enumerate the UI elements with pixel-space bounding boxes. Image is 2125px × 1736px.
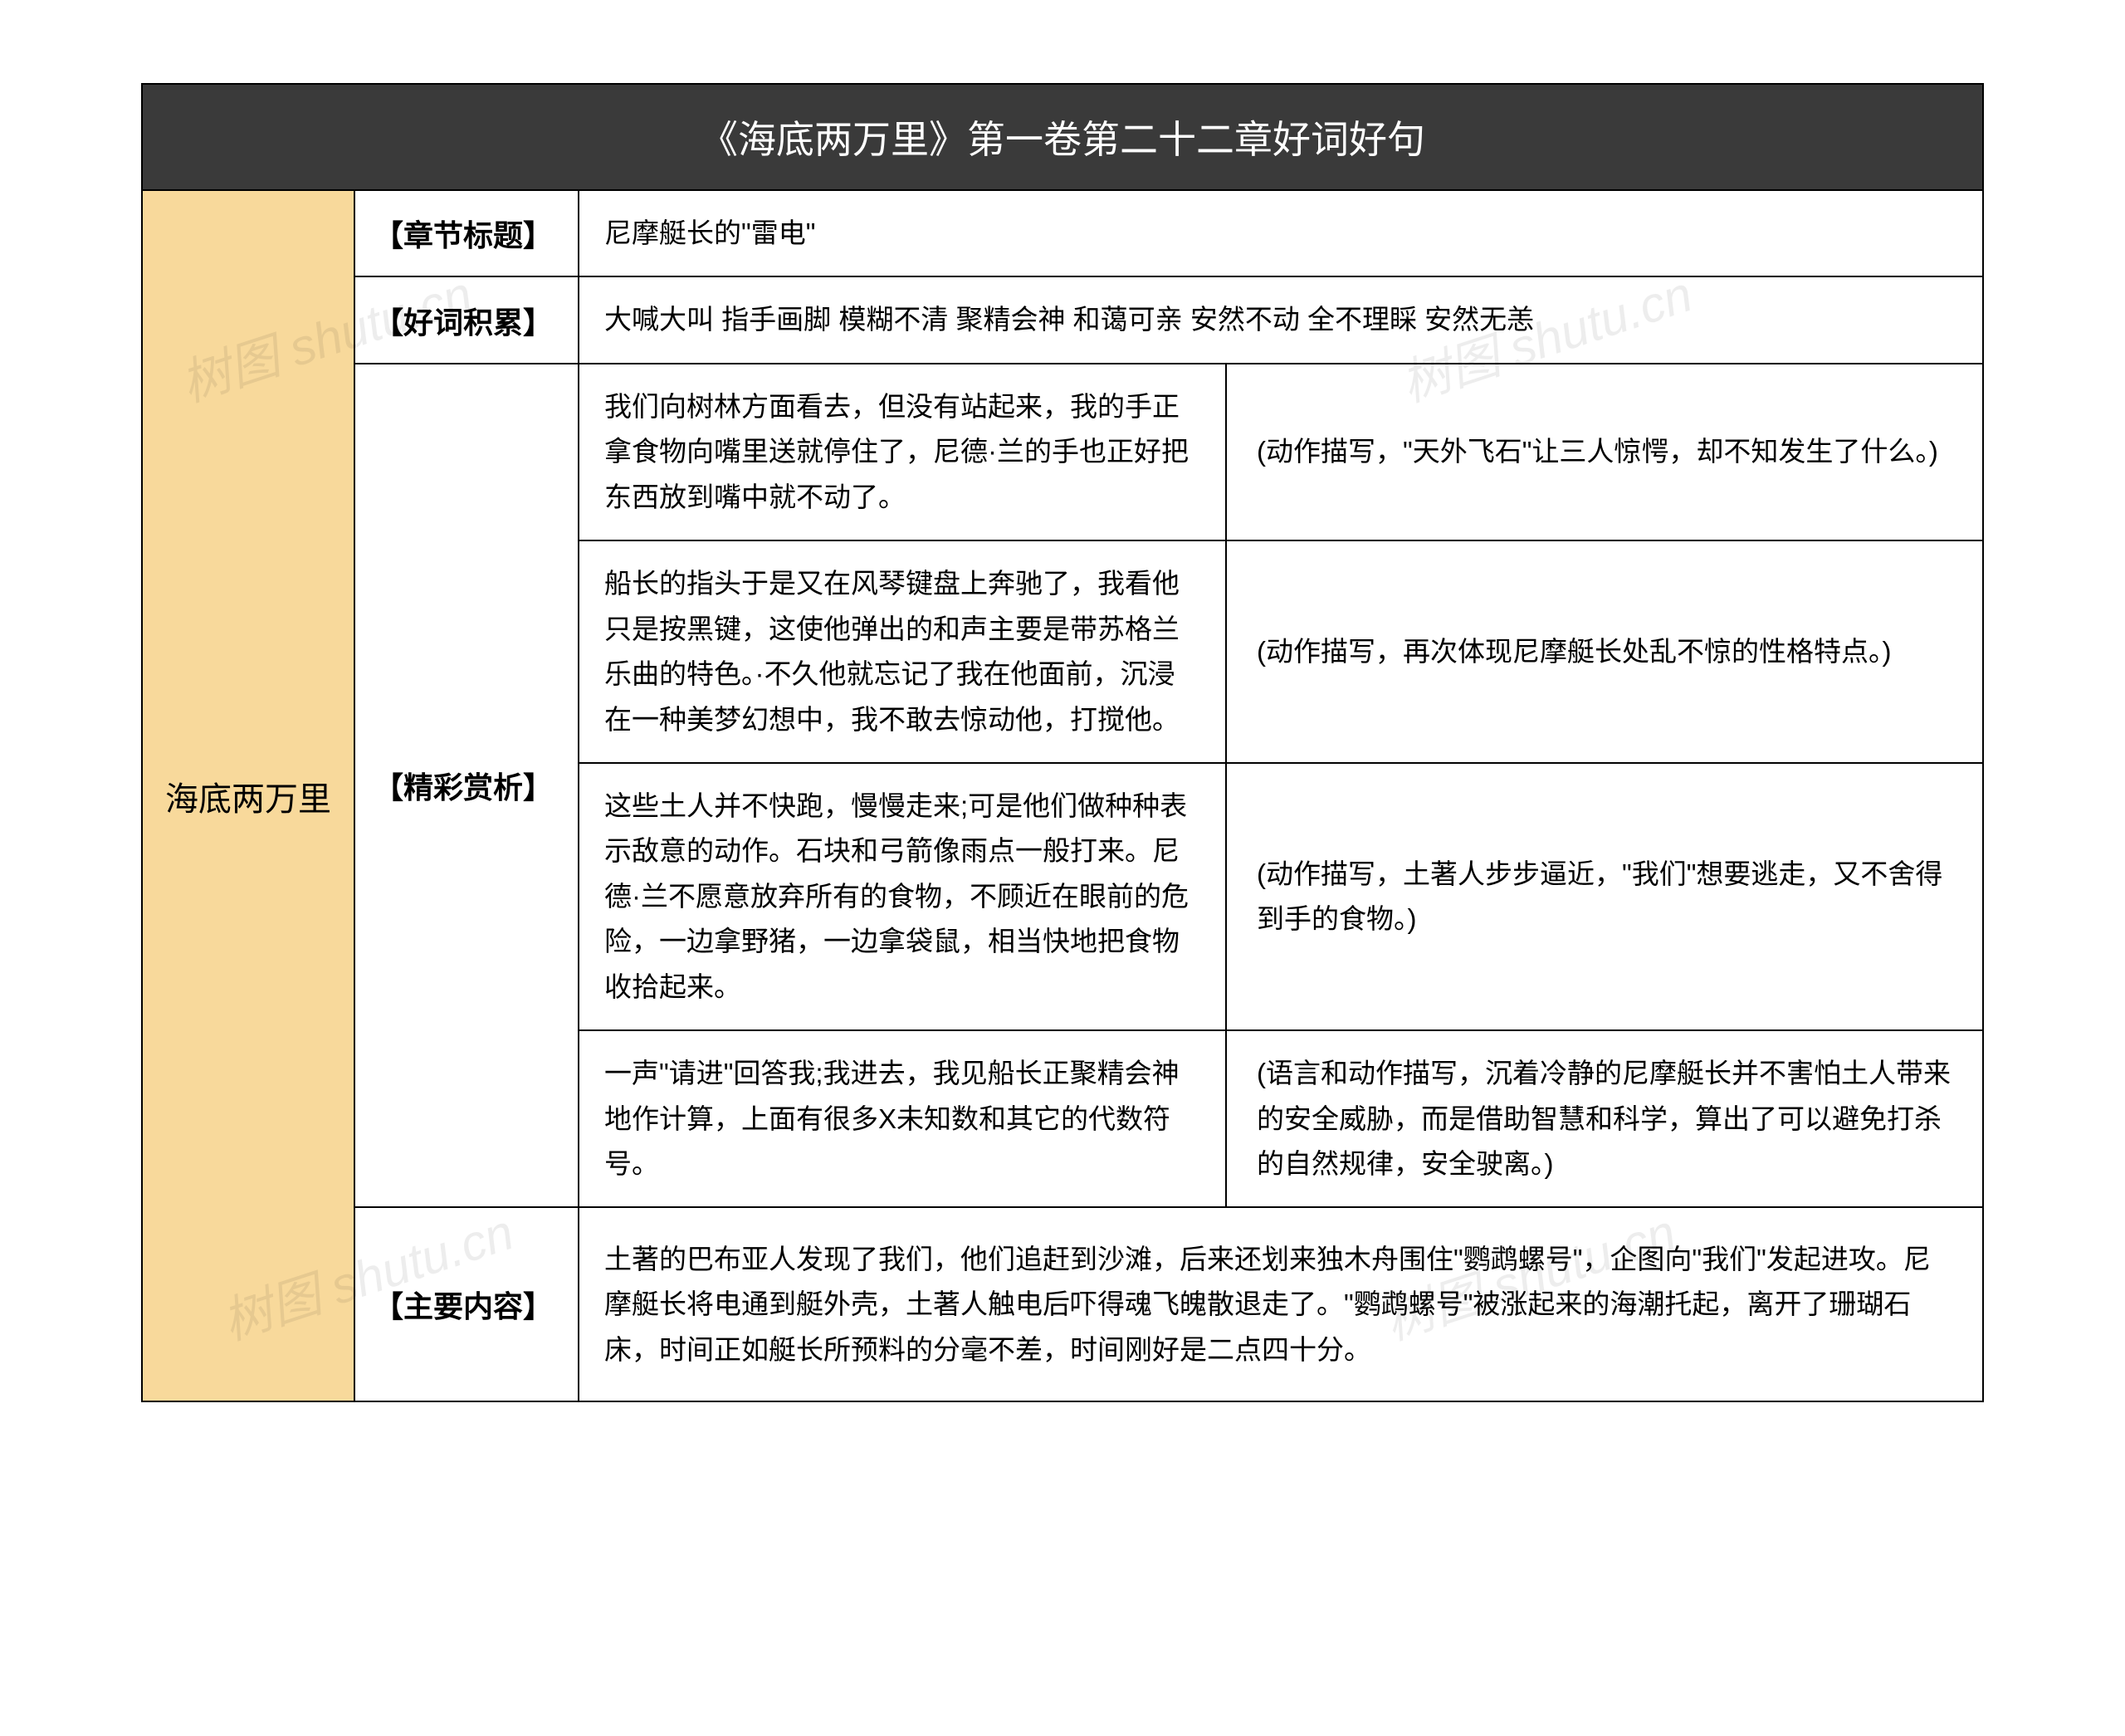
analysis-comment-3: (语言和动作描写，沉着冷静的尼摩艇长并不害怕土人带来的安全威胁，而是借助智慧和科… (1226, 1030, 1983, 1207)
chapter-label: 【章节标题】 (354, 190, 579, 276)
analysis-label: 【精彩赏析】 (354, 364, 579, 1208)
summary-label: 【主要内容】 (354, 1207, 579, 1401)
chapter-value: 尼摩艇长的"雷电" (579, 190, 1983, 276)
title-row: 《海底两万里》第一卷第二十二章好词好句 (142, 84, 1983, 190)
page-title: 《海底两万里》第一卷第二十二章好词好句 (142, 84, 1983, 190)
words-label: 【好词积累】 (354, 276, 579, 363)
analysis-comment-0: (动作描写，"天外飞石"让三人惊愕，却不知发生了什么。) (1226, 364, 1983, 540)
analysis-text-0: 我们向树林方面看去，但没有站起来，我的手正拿食物向嘴里送就停住了，尼德·兰的手也… (579, 364, 1226, 540)
main-table: 《海底两万里》第一卷第二十二章好词好句 海底两万里 【章节标题】 尼摩艇长的"雷… (141, 83, 1984, 1402)
analysis-text-1: 船长的指头于是又在风琴键盘上奔驰了，我看他只是按黑键，这使他弹出的和声主要是带苏… (579, 540, 1226, 763)
book-name-cell: 海底两万里 (142, 190, 354, 1401)
words-value: 大喊大叫 指手画脚 模糊不清 聚精会神 和蔼可亲 安然不动 全不理睬 安然无恙 (579, 276, 1983, 363)
chapter-row: 海底两万里 【章节标题】 尼摩艇长的"雷电" (142, 190, 1983, 276)
summary-row: 【主要内容】 土著的巴布亚人发现了我们，他们追赶到沙滩，后来还划来独木舟围住"鹦… (142, 1207, 1983, 1401)
analysis-text-2: 这些土人并不快跑，慢慢走来;可是他们做种种表示敌意的动作。石块和弓箭像雨点一般打… (579, 763, 1226, 1030)
page-container: 《海底两万里》第一卷第二十二章好词好句 海底两万里 【章节标题】 尼摩艇长的"雷… (0, 0, 2125, 1736)
analysis-row-0: 【精彩赏析】 我们向树林方面看去，但没有站起来，我的手正拿食物向嘴里送就停住了，… (142, 364, 1983, 540)
words-row: 【好词积累】 大喊大叫 指手画脚 模糊不清 聚精会神 和蔼可亲 安然不动 全不理… (142, 276, 1983, 363)
analysis-comment-1: (动作描写，再次体现尼摩艇长处乱不惊的性格特点。) (1226, 540, 1983, 763)
analysis-text-3: 一声"请进"回答我;我进去，我见船长正聚精会神地作计算，上面有很多X未知数和其它… (579, 1030, 1226, 1207)
summary-value: 土著的巴布亚人发现了我们，他们追赶到沙滩，后来还划来独木舟围住"鹦鹉螺号"，企图… (579, 1207, 1983, 1401)
analysis-comment-2: (动作描写，土著人步步逼近，"我们"想要逃走，又不舍得到手的食物。) (1226, 763, 1983, 1030)
